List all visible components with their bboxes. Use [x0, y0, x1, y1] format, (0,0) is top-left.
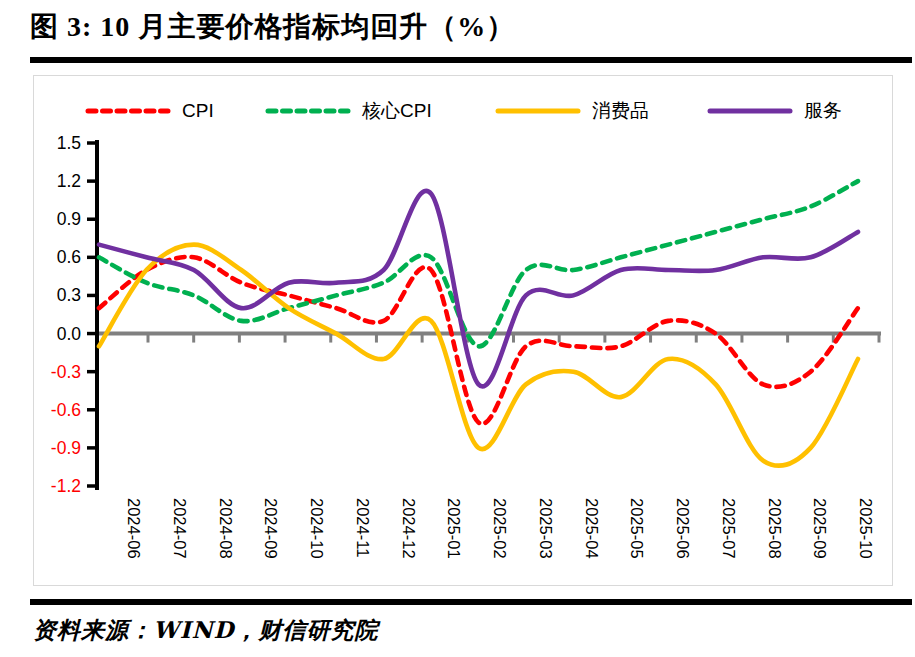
footer-divider [30, 599, 912, 605]
legend-item-services: 服务 [706, 94, 842, 128]
legend-item-core-cpi: 核心CPI [264, 94, 432, 128]
x-tick-label: 2025-05 [628, 498, 646, 559]
x-tick-label: 2025-07 [720, 498, 738, 559]
x-tick-label: 2024-08 [217, 498, 235, 559]
legend-label: 核心CPI [362, 94, 432, 128]
figure-page: 图 3: 10 月主要价格指标均回升（%） CPI 核心CPI 消费品 服务 1… [0, 0, 915, 657]
x-tick-label: 2025-08 [766, 498, 784, 559]
y-axis: 1.5 1.2 0.9 0.6 0.3 0.0 -0.3 -0.6 -0.9 -1.2 [51, 133, 97, 496]
y-tick-label: -0.3 [51, 362, 81, 382]
x-tick-label: 2024-09 [262, 498, 280, 559]
x-tick-label: 2024-06 [125, 498, 143, 559]
legend-item-consumer-goods: 消费品 [494, 94, 649, 128]
figure-title: 图 3: 10 月主要价格指标均回升（%） [30, 10, 900, 44]
x-tick-label: 2024-11 [354, 498, 372, 557]
legend-label: CPI [182, 94, 214, 128]
price-index-chart-panel: CPI 核心CPI 消费品 服务 1.5 1.2 0.9 0.6 0.3 0.0 -0.3 -… [33, 75, 893, 586]
y-tick-label: 1.2 [57, 171, 81, 191]
legend-label: 服务 [804, 94, 842, 128]
x-tick-label: 2024-07 [171, 498, 189, 559]
x-tick-label: 2025-02 [491, 498, 509, 559]
series-line-3 [99, 191, 858, 387]
cpi-line-swatch-icon [84, 105, 172, 117]
x-tick-label: 2025-03 [537, 498, 555, 559]
y-tick-label: 0.6 [57, 247, 81, 267]
y-tick-label: 0.9 [57, 209, 81, 229]
source-note: 资料来源：WIND，财信研究院 [33, 615, 893, 646]
core-cpi-line-swatch-icon [264, 105, 352, 117]
chart-svg: 1.5 1.2 0.9 0.6 0.3 0.0 -0.3 -0.6 -0.9 -1.2 2024-0… [34, 133, 892, 585]
services-line-swatch-icon [706, 105, 794, 117]
x-tick-label: 2024-10 [308, 498, 326, 559]
x-tick-label: 2025-01 [445, 498, 463, 559]
legend-item-cpi: CPI [84, 94, 214, 128]
chart-legend: CPI 核心CPI 消费品 服务 [34, 94, 892, 128]
line-plot-area: 1.5 1.2 0.9 0.6 0.3 0.0 -0.3 -0.6 -0.9 -1.2 2024-0… [34, 133, 892, 585]
legend-label: 消费品 [592, 94, 649, 128]
x-tick-label: 2025-06 [674, 498, 692, 559]
title-divider [30, 57, 912, 63]
y-tick-label: -0.6 [51, 400, 81, 420]
series-line-0 [99, 257, 858, 424]
x-tick-label: 2025-09 [811, 498, 829, 559]
x-axis-labels: 2024-06 2024-07 2024-08 2024-09 2024-10 2024-… [125, 498, 875, 559]
y-tick-label: -1.2 [51, 476, 81, 496]
y-tick-label: 0.3 [57, 285, 81, 305]
x-tick-label: 2025-10 [857, 498, 875, 559]
series-line-2 [99, 245, 858, 466]
x-tick-label: 2025-04 [583, 498, 601, 559]
consumer-goods-line-swatch-icon [494, 105, 582, 117]
y-tick-label: 0.0 [57, 324, 82, 344]
y-tick-label: 1.5 [57, 133, 81, 153]
x-tick-label: 2024-12 [400, 498, 418, 559]
y-tick-label: -0.9 [51, 438, 81, 458]
